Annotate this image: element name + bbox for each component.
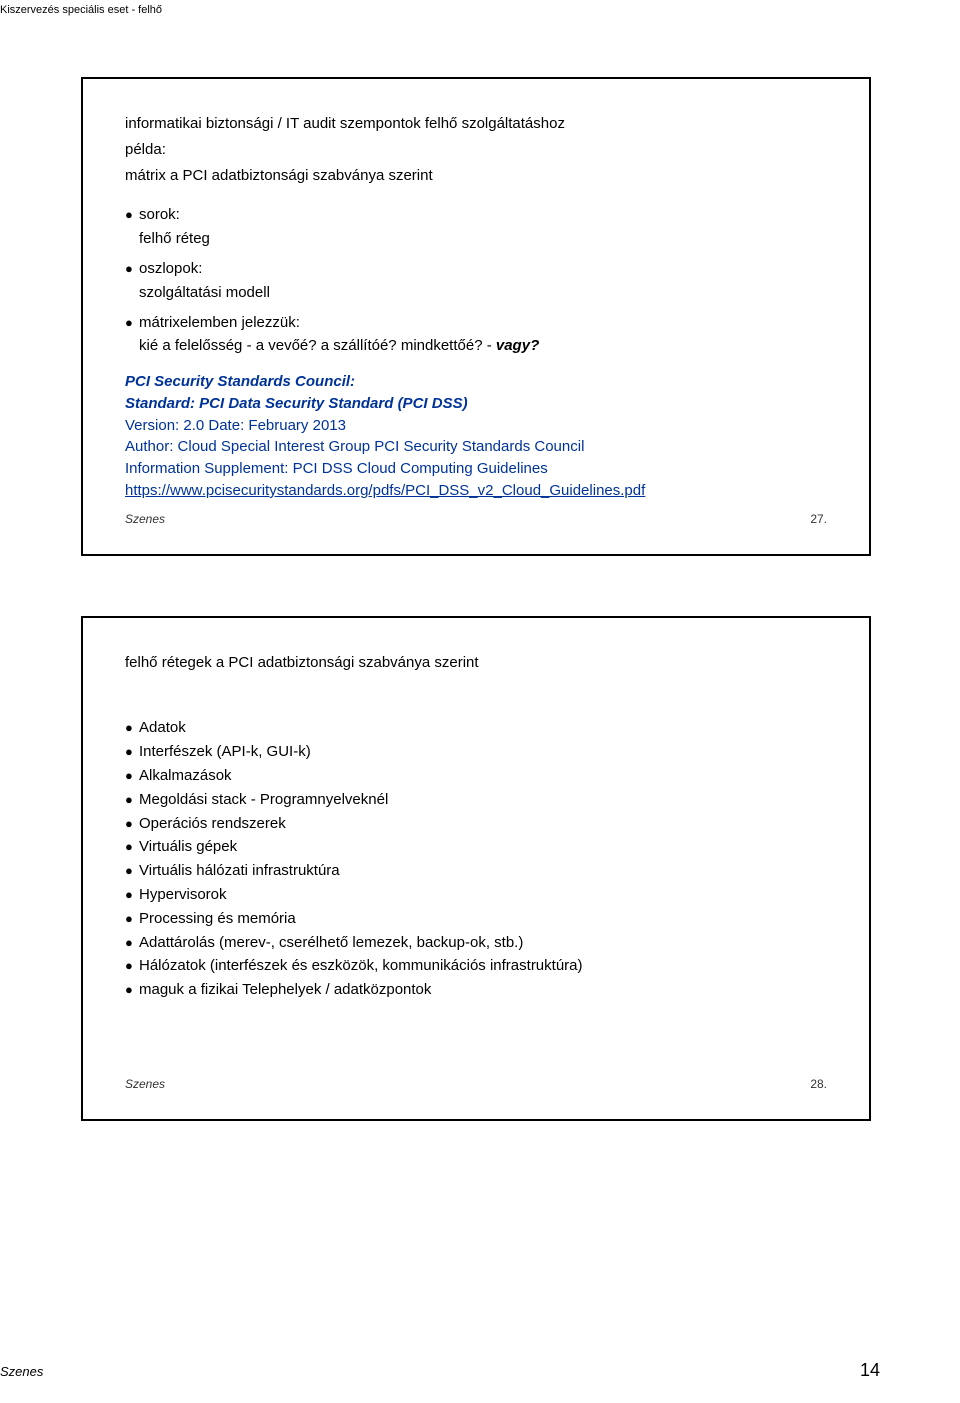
bullet-icon: ● <box>125 860 139 882</box>
bullet-icon: ● <box>125 836 139 858</box>
list-item-text: maguk a fizikai Telephelyek / adatközpon… <box>139 979 827 1001</box>
slide-28-title: felhő rétegek a PCI adatbiztonsági szabv… <box>125 652 827 674</box>
ref-link[interactable]: https://www.pcisecuritystandards.org/pdf… <box>125 482 645 499</box>
list-item: ● Adatok <box>125 717 827 739</box>
bullet-icon: ● <box>125 955 139 977</box>
slide-footer-author: Szenes <box>125 1077 165 1091</box>
slide-28-body: felhő rétegek a PCI adatbiztonsági szabv… <box>125 652 827 1067</box>
slide-footer-number: 27. <box>810 512 827 526</box>
bullet-icon: ● <box>125 908 139 930</box>
bullet-text: oszlopok: <box>139 258 827 280</box>
heading-line-1: informatikai biztonsági / IT audit szemp… <box>125 113 827 135</box>
bullet-icon: ● <box>125 979 139 1001</box>
list-item-text: Hypervisorok <box>139 884 827 906</box>
list-item-text: Virtuális hálózati infrastruktúra <box>139 860 827 882</box>
list-item-text: Alkalmazások <box>139 765 827 787</box>
heading-line-3: mátrix a PCI adatbiztonsági szabványa sz… <box>125 165 827 187</box>
list-item: ● Adattárolás (merev-, cserélhető lemeze… <box>125 932 827 954</box>
slide-28-footer: Szenes 28. <box>125 1077 827 1091</box>
bullet-icon: ● <box>125 258 139 280</box>
list-item-text: Processing és memória <box>139 908 827 930</box>
slide-27: informatikai biztonsági / IT audit szemp… <box>81 77 871 555</box>
page-footer: Szenes 14 <box>0 1360 880 1381</box>
list-item-text: Operációs rendszerek <box>139 813 827 835</box>
list-item-text: Virtuális gépek <box>139 836 827 858</box>
bullet-icon: ● <box>125 765 139 787</box>
ref-line-5: Information Supplement: PCI DSS Cloud Co… <box>125 458 827 480</box>
bullet-icon: ● <box>125 789 139 811</box>
list-item: ● Hálózatok (interfészek és eszközök, ko… <box>125 955 827 977</box>
bullet-oszlopok: ● oszlopok: <box>125 258 827 280</box>
slide-footer-author: Szenes <box>125 512 165 526</box>
bullet-matrix: ● mátrixelemben jelezzük: <box>125 312 827 334</box>
ref-line-1: PCI Security Standards Council: <box>125 371 827 393</box>
list-item-text: Interfészek (API-k, GUI-k) <box>139 741 827 763</box>
bullet-matrix-sub: kié a felelősség - a vevőé? a szállítóé?… <box>125 335 827 357</box>
list-item: ● Megoldási stack - Programnyelveknél <box>125 789 827 811</box>
slide-27-footer: Szenes 27. <box>125 512 827 526</box>
bullet-icon: ● <box>125 741 139 763</box>
list-item: ● Hypervisorok <box>125 884 827 906</box>
slide-footer-number: 28. <box>810 1077 827 1091</box>
bullet-icon: ● <box>125 204 139 226</box>
ref-line-3: Version: 2.0 Date: February 2013 <box>125 415 827 437</box>
list-item-text: Adatok <box>139 717 827 739</box>
list-item-text: Adattárolás (merev-, cserélhető lemezek,… <box>139 932 827 954</box>
ref-line-4: Author: Cloud Special Interest Group PCI… <box>125 436 827 458</box>
list-item: ● maguk a fizikai Telephelyek / adatközp… <box>125 979 827 1001</box>
bullet-sorok: ● sorok: <box>125 204 827 226</box>
ref-link-row: https://www.pcisecuritystandards.org/pdf… <box>125 480 827 502</box>
page-footer-number: 14 <box>860 1360 880 1381</box>
bullet-icon: ● <box>125 813 139 835</box>
list-item-text: Hálózatok (interfészek és eszközök, komm… <box>139 955 827 977</box>
bullet-matrix-sub-em: vagy? <box>496 337 539 354</box>
list-item: ● Interfészek (API-k, GUI-k) <box>125 741 827 763</box>
bullet-icon: ● <box>125 312 139 334</box>
heading-line-2: példa: <box>125 139 827 161</box>
page-header-title: Kiszervezés speciális eset - felhő <box>0 0 960 17</box>
bullet-text: mátrixelemben jelezzük: <box>139 312 827 334</box>
bullet-icon: ● <box>125 717 139 739</box>
bullet-oszlopok-sub: szolgáltatási modell <box>125 282 827 304</box>
slide-28: felhő rétegek a PCI adatbiztonsági szabv… <box>81 616 871 1121</box>
list-item: ● Alkalmazások <box>125 765 827 787</box>
ref-line-2: Standard: PCI Data Security Standard (PC… <box>125 393 827 415</box>
list-item: ● Virtuális gépek <box>125 836 827 858</box>
list-item: ● Virtuális hálózati infrastruktúra <box>125 860 827 882</box>
bullet-sorok-sub: felhő réteg <box>125 228 827 250</box>
bullet-icon: ● <box>125 884 139 906</box>
bullet-icon: ● <box>125 932 139 954</box>
list-item: ● Operációs rendszerek <box>125 813 827 835</box>
page: Kiszervezés speciális eset - felhő infor… <box>0 0 960 1403</box>
page-footer-author: Szenes <box>0 1364 43 1379</box>
slide-27-body: informatikai biztonsági / IT audit szemp… <box>125 113 827 501</box>
bullet-text: sorok: <box>139 204 827 226</box>
bullet-matrix-sub-text: kié a felelősség - a vevőé? a szállítóé?… <box>139 337 496 354</box>
list-item: ● Processing és memória <box>125 908 827 930</box>
list-item-text: Megoldási stack - Programnyelveknél <box>139 789 827 811</box>
